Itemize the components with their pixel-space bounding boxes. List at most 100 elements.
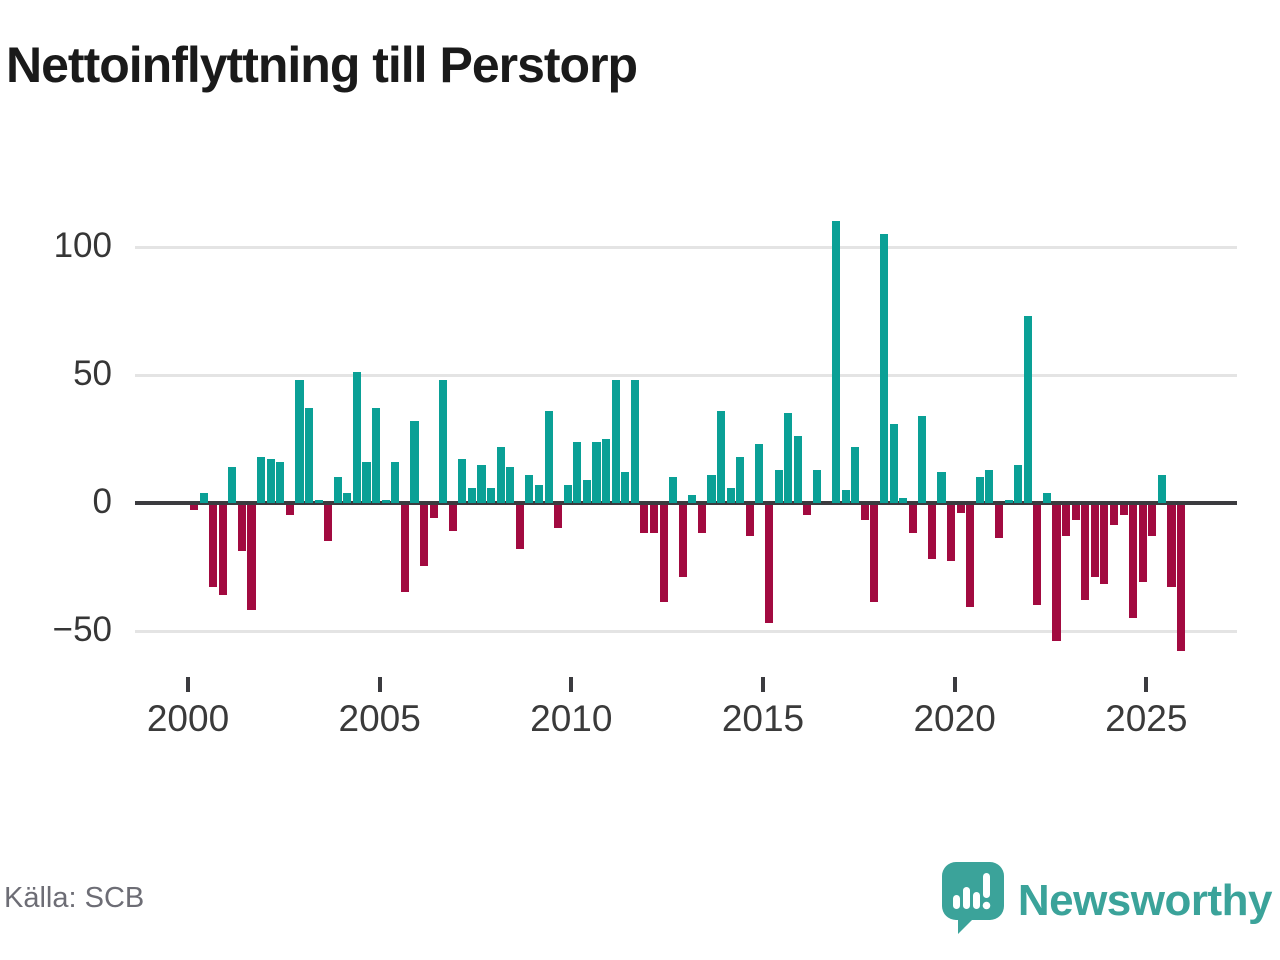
bar-2003-Q3 — [324, 505, 333, 541]
logo-exclamation-dot — [982, 901, 991, 910]
bar-2013-Q2 — [697, 505, 706, 534]
bar-2015-Q1 — [764, 505, 774, 623]
logo-bar-tall — [962, 887, 970, 909]
bar-2025-Q1 — [1148, 505, 1157, 536]
bar-2000-Q4 — [218, 505, 227, 595]
bar-2020-Q2 — [966, 505, 975, 608]
bar-2011-Q1 — [611, 380, 620, 503]
source-caption: Källa: SCB — [4, 882, 145, 914]
bar-2012-Q4 — [678, 505, 687, 577]
bar-2009-Q2 — [544, 410, 553, 503]
bar-2022-Q2 — [1042, 492, 1051, 503]
bar-2010-Q4 — [602, 439, 611, 503]
bar-2002-Q1 — [266, 459, 275, 503]
bar-2010-Q3 — [592, 441, 601, 503]
bar-2012-Q2 — [659, 505, 668, 603]
bar-2021-Q3 — [1014, 464, 1023, 503]
brand-wordmark: Newsworthy — [1017, 875, 1273, 925]
bar-2012-Q1 — [649, 505, 659, 534]
bar-2021-Q4 — [1023, 316, 1032, 503]
bar-2011-Q2 — [621, 472, 630, 503]
bar-2015-Q2 — [774, 469, 783, 503]
bar-2000-Q3 — [209, 505, 218, 587]
bar-2011-Q4 — [640, 505, 649, 534]
x-tick-mark-2000 — [186, 677, 190, 692]
bar-2008-Q4 — [525, 474, 534, 503]
bar-2016-Q1 — [803, 505, 812, 516]
x-tick-mark-2005 — [377, 677, 382, 692]
x-axis-label-2025: 2025 — [1105, 698, 1188, 739]
bar-2001-Q2 — [237, 505, 246, 552]
logo-bar-short — [952, 895, 960, 909]
bar-2007-Q3 — [477, 464, 486, 503]
bar-2014-Q1 — [726, 487, 735, 503]
bar-2009-Q3 — [554, 505, 563, 529]
bar-2018-Q2 — [889, 423, 898, 503]
bar-2013-Q3 — [707, 474, 716, 503]
bar-2005-Q3 — [400, 505, 409, 593]
bar-2017-Q4 — [870, 505, 879, 603]
bar-2009-Q1 — [534, 485, 544, 503]
bar-2019-Q1 — [918, 415, 927, 503]
bar-2005-Q1 — [381, 500, 390, 503]
bar-2003-Q2 — [314, 500, 323, 503]
bar-2019-Q2 — [927, 505, 936, 559]
bar-2018-Q4 — [908, 505, 917, 534]
bar-2016-Q4 — [832, 221, 841, 503]
bar-2022-Q3 — [1052, 505, 1061, 641]
bar-2018-Q3 — [899, 497, 908, 503]
bar-2014-Q4 — [755, 444, 764, 503]
x-axis-label-2000: 2000 — [146, 698, 230, 739]
bar-2002-Q4 — [295, 380, 304, 503]
bar-2025-Q2 — [1157, 474, 1166, 503]
bar-2008-Q1 — [496, 446, 505, 503]
bar-2023-Q4 — [1100, 505, 1109, 585]
gridline-50 — [135, 373, 1237, 377]
gridline-100 — [135, 245, 1237, 249]
bar-2017-Q1 — [841, 490, 850, 503]
logo-exclamation-bar — [982, 873, 990, 898]
bar-2008-Q3 — [515, 505, 524, 549]
bar-2025-Q3 — [1167, 505, 1176, 587]
bar-2013-Q4 — [717, 410, 726, 503]
bar-2006-Q3 — [439, 380, 448, 503]
bar-2001-Q4 — [257, 456, 266, 503]
bar-2006-Q1 — [419, 505, 429, 567]
x-tick-mark-2020 — [952, 677, 957, 692]
x-axis-label-2015: 2015 — [721, 698, 805, 739]
bar-2004-Q1 — [343, 492, 352, 503]
bar-2010-Q1 — [573, 441, 582, 503]
gridline--50 — [135, 629, 1237, 633]
bar-2020-Q3 — [975, 477, 984, 503]
bar-2002-Q3 — [285, 505, 294, 516]
bar-2008-Q2 — [506, 467, 515, 503]
bar-2022-Q4 — [1062, 505, 1071, 536]
y-axis-label-100: 100 — [53, 226, 112, 265]
bar-2000-Q1 — [190, 505, 199, 511]
bar-chart-speech-bubble-icon — [941, 862, 1004, 939]
y-axis-label-50: 50 — [73, 354, 112, 393]
bar-2003-Q4 — [333, 477, 342, 503]
bar-2025-Q4 — [1177, 505, 1186, 651]
y-axis-label-0: 0 — [92, 482, 112, 521]
bar-2006-Q2 — [429, 505, 438, 518]
bar-2024-Q4 — [1138, 505, 1147, 582]
bar-2014-Q3 — [745, 505, 754, 536]
bar-2000-Q2 — [199, 492, 208, 503]
bar-2006-Q4 — [448, 505, 457, 531]
bar-2010-Q2 — [582, 479, 591, 503]
bar-2013-Q1 — [688, 495, 697, 503]
bar-2015-Q3 — [784, 413, 793, 503]
x-tick-mark-2015 — [760, 677, 765, 692]
bar-2023-Q1 — [1071, 505, 1080, 521]
bar-2024-Q2 — [1119, 505, 1128, 516]
bar-2014-Q2 — [736, 456, 745, 503]
bar-2019-Q3 — [937, 472, 946, 503]
logo-bar-medium — [972, 892, 980, 909]
bar-2003-Q1 — [304, 408, 314, 503]
x-tick-mark-2025 — [1144, 677, 1149, 692]
x-axis-label-2010: 2010 — [530, 698, 613, 739]
bar-2005-Q4 — [410, 421, 419, 503]
bar-2017-Q2 — [851, 446, 860, 503]
